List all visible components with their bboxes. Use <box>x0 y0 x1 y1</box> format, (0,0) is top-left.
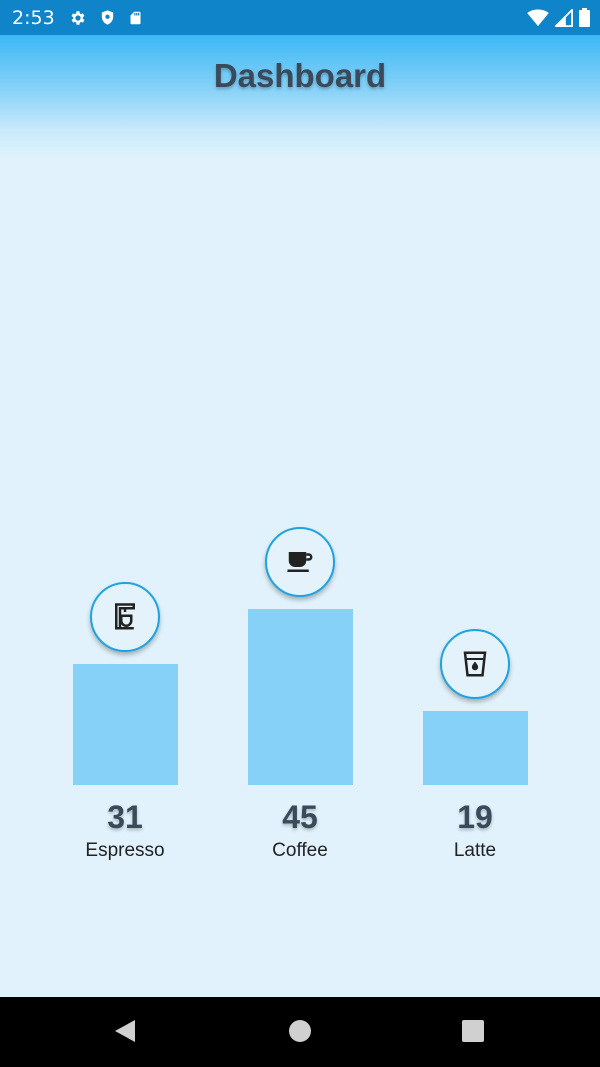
page-title: Dashboard <box>0 57 600 95</box>
bar-coffee <box>248 609 353 785</box>
coffee-maker-icon[interactable] <box>90 582 160 652</box>
bar-category-label: Coffee <box>220 840 380 862</box>
bar-espresso <box>73 664 178 785</box>
status-bar: 2:53 <box>0 0 600 35</box>
battery-icon <box>579 8 590 27</box>
header: Dashboard <box>0 35 600 160</box>
recents-icon[interactable] <box>461 1019 485 1048</box>
bar-category-label: Latte <box>395 840 555 862</box>
cell-signal-icon <box>555 9 573 27</box>
bar-value-label: 45 <box>220 799 380 836</box>
wifi-icon <box>527 9 549 27</box>
bar-value-label: 19 <box>395 799 555 836</box>
sd-card-icon <box>128 9 143 27</box>
back-icon[interactable] <box>113 1019 137 1048</box>
water-glass-icon[interactable] <box>440 629 510 699</box>
bar-latte <box>423 711 528 785</box>
status-time: 2:53 <box>12 7 55 29</box>
shield-icon <box>99 8 116 27</box>
bar-value-label: 31 <box>45 799 205 836</box>
gear-icon <box>69 9 87 27</box>
bar-chart: 31 Espresso 45 Coffee 19 Latte <box>0 160 600 997</box>
bar-category-label: Espresso <box>45 840 205 862</box>
navigation-bar <box>0 997 600 1067</box>
coffee-cup-icon[interactable] <box>265 527 335 597</box>
home-icon[interactable] <box>288 1019 312 1048</box>
